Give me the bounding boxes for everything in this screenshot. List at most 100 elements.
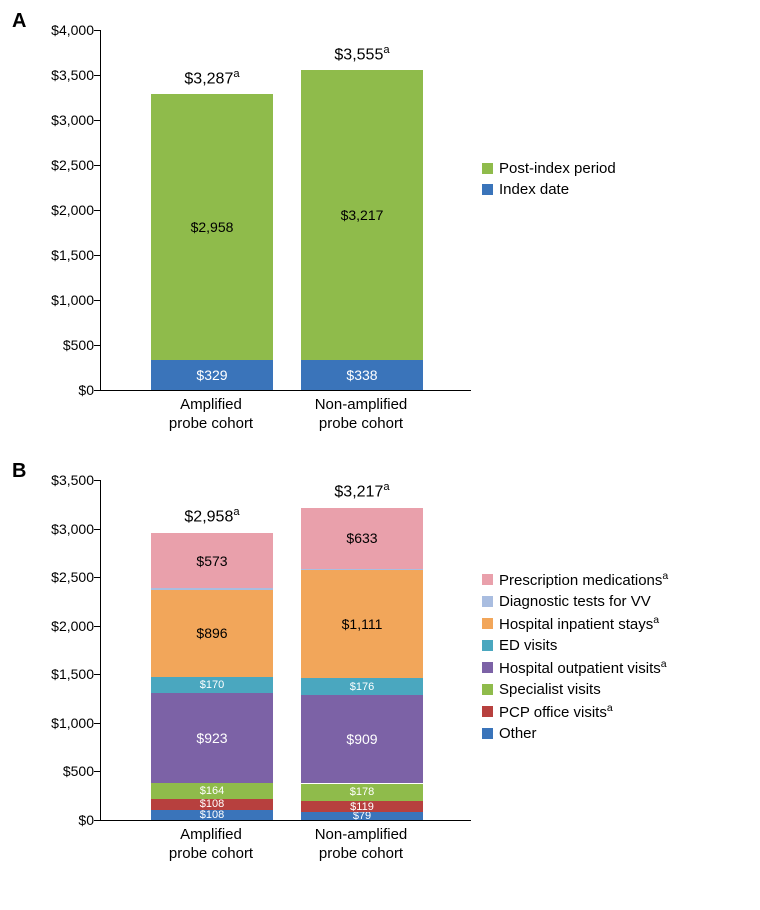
bar-segment: $329 bbox=[151, 360, 273, 390]
legend-item: Other bbox=[482, 725, 668, 742]
legend-swatch bbox=[482, 640, 493, 651]
legend-item: Specialist visits bbox=[482, 681, 668, 698]
bar-segment: $16 bbox=[151, 588, 273, 590]
legend-b: Prescription medicationsa Diagnostic test… bbox=[482, 570, 668, 746]
segment-value-label: $2,958 bbox=[151, 219, 273, 235]
segment-value-label: $909 bbox=[301, 731, 423, 747]
plot-area: $329 $2,958 $3,287a $338 $3,217 $3,555a bbox=[100, 30, 471, 391]
legend-item: Index date bbox=[482, 181, 616, 198]
legend-item: Diagnostic tests for VV bbox=[482, 593, 668, 610]
legend-item: ED visits bbox=[482, 637, 668, 654]
bar-segment: $176 bbox=[301, 678, 423, 695]
bar-segment: $108 bbox=[151, 810, 273, 820]
legend-swatch bbox=[482, 163, 493, 174]
y-tick-label: $3,500 bbox=[51, 472, 94, 488]
y-axis: $0$500$1,000$1,500$2,000$2,500$3,000$3,5… bbox=[40, 30, 100, 390]
x-category-label: Amplifiedprobe cohort bbox=[169, 826, 253, 864]
bar-segment: $164 bbox=[151, 783, 273, 799]
panel-b: B $0 $500 $1,000 $1,500 $2,000 $2,500 $3,000 $3… bbox=[10, 460, 750, 890]
legend-label: Hospital inpatient staysa bbox=[499, 614, 659, 633]
legend-a: Post-index period Index date bbox=[482, 160, 616, 202]
bar-segment: $12 bbox=[301, 569, 423, 570]
y-tick-label: $1,000 bbox=[51, 715, 94, 731]
y-tick-label: $0 bbox=[78, 812, 94, 828]
bar-total-label: $2,958a bbox=[112, 506, 312, 526]
y-tick-label: $3,000 bbox=[51, 112, 94, 128]
bar-segment: $338 bbox=[301, 360, 423, 390]
bar-segment: $909 bbox=[301, 695, 423, 783]
legend-swatch bbox=[482, 662, 493, 673]
legend-label: PCP office visitsa bbox=[499, 702, 613, 721]
bar-total-label: $3,217a bbox=[262, 481, 462, 501]
legend-item: Hospital inpatient staysa bbox=[482, 614, 668, 633]
legend-label: Specialist visits bbox=[499, 681, 601, 698]
bar-total-label: $3,287a bbox=[112, 68, 312, 88]
legend-label: Diagnostic tests for VV bbox=[499, 593, 651, 610]
panel-a: A $0 $500 $1,000 $1,500 $2,000 $2,500 $3,000 $3… bbox=[10, 10, 750, 450]
y-tick-label: $2,000 bbox=[51, 202, 94, 218]
y-tick-label: $0 bbox=[78, 382, 94, 398]
y-tick-label: $1,000 bbox=[51, 292, 94, 308]
legend-label: ED visits bbox=[499, 637, 557, 654]
legend-item: Hospital outpatient visitsa bbox=[482, 658, 668, 677]
segment-value-label: $164 bbox=[151, 785, 273, 797]
y-tick-label: $3,500 bbox=[51, 67, 94, 83]
segment-value-label: $170 bbox=[151, 679, 273, 691]
x-category-label: Amplifiedprobe cohort bbox=[169, 396, 253, 434]
bar-segment: $170 bbox=[151, 677, 273, 694]
legend-swatch bbox=[482, 706, 493, 717]
bar-segment: $178 bbox=[301, 784, 423, 801]
segment-value-label: $1,111 bbox=[301, 616, 423, 632]
y-tick-label: $2,000 bbox=[51, 618, 94, 634]
segment-value-label: $573 bbox=[151, 553, 273, 569]
y-tick-label: $500 bbox=[63, 337, 94, 353]
segment-value-label: $896 bbox=[151, 625, 273, 641]
y-tick-label: $500 bbox=[63, 763, 94, 779]
legend-swatch bbox=[482, 618, 493, 629]
legend-swatch bbox=[482, 728, 493, 739]
legend-swatch bbox=[482, 184, 493, 195]
y-tick-label: $3,000 bbox=[51, 521, 94, 537]
bar-segment: $573 bbox=[151, 533, 273, 589]
chart-b-wrap: $0 $500 $1,000 $1,500 $2,000 $2,500 $3,000 $3,5… bbox=[10, 460, 750, 875]
bar-segment: $633 bbox=[301, 508, 423, 569]
y-axis: $0$500$1,000$1,500$2,000$2,500$3,000$3,5… bbox=[40, 480, 100, 820]
x-category-label: Non-amplifiedprobe cohort bbox=[315, 396, 408, 434]
segment-value-label: $108 bbox=[151, 798, 273, 810]
x-category-label: Non-amplifiedprobe cohort bbox=[315, 826, 408, 864]
bar-segment: $3,217 bbox=[301, 70, 423, 360]
bar-segment: $119 bbox=[301, 801, 423, 813]
segment-value-label: $119 bbox=[301, 801, 423, 813]
segment-value-label: $923 bbox=[151, 730, 273, 746]
legend-swatch bbox=[482, 596, 493, 607]
y-tick-label: $2,500 bbox=[51, 157, 94, 173]
segment-value-label: $176 bbox=[301, 681, 423, 693]
y-tick-label: $2,500 bbox=[51, 569, 94, 585]
y-tick-label: $1,500 bbox=[51, 666, 94, 682]
legend-label: Index date bbox=[499, 181, 569, 198]
legend-label: Hospital outpatient visitsa bbox=[499, 658, 667, 677]
legend-label: Other bbox=[499, 725, 537, 742]
legend-swatch bbox=[482, 574, 493, 585]
legend-item: Prescription medicationsa bbox=[482, 570, 668, 589]
panel-letter-a: A bbox=[12, 10, 26, 33]
bar-total-label: $3,555a bbox=[262, 44, 462, 64]
segment-value-label: $338 bbox=[301, 367, 423, 383]
chart-b: $0$500$1,000$1,500$2,000$2,500$3,000$3,5… bbox=[40, 480, 470, 875]
legend-item: PCP office visitsa bbox=[482, 702, 668, 721]
segment-value-label: $329 bbox=[151, 367, 273, 383]
bar-segment: $896 bbox=[151, 590, 273, 677]
chart-a-wrap: $0 $500 $1,000 $1,500 $2,000 $2,500 $3,000 $3,5… bbox=[10, 10, 750, 445]
y-tick-label: $1,500 bbox=[51, 247, 94, 263]
legend-swatch bbox=[482, 684, 493, 695]
segment-value-label: $3,217 bbox=[301, 207, 423, 223]
legend-item: Post-index period bbox=[482, 160, 616, 177]
bar-segment: $923 bbox=[151, 693, 273, 783]
panel-letter-b: B bbox=[12, 460, 26, 483]
legend-label: Post-index period bbox=[499, 160, 616, 177]
bar-segment: $2,958 bbox=[151, 94, 273, 360]
legend-label: Prescription medicationsa bbox=[499, 570, 668, 589]
chart-a: $0 $500 $1,000 $1,500 $2,000 $2,500 $3,000 $3,5… bbox=[40, 30, 470, 445]
segment-value-label: $108 bbox=[151, 809, 273, 821]
bar-segment: $79 bbox=[301, 812, 423, 820]
